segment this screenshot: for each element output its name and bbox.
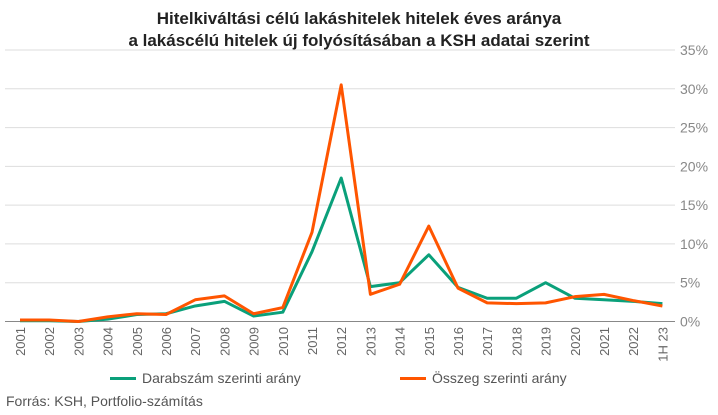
x-tick-label: 2013 [363,327,378,356]
y-tick-label: 25% [680,120,708,136]
y-tick-label: 5% [680,275,700,291]
y-tick-label: 15% [680,197,708,213]
source-note: Forrás: KSH, Portfolio-számítás [6,393,203,409]
x-tick-label: 2014 [393,327,408,356]
x-tick-label: 2006 [159,327,174,356]
x-tick-label: 2018 [509,327,524,356]
x-tick-label: 2002 [42,327,57,356]
x-tick-label: 2012 [334,327,349,356]
title-line-2: a lakáscélú hitelek új folyósításában a … [128,31,590,50]
x-tick-label: 1H 23 [655,327,670,362]
legend-swatch [110,376,136,380]
x-tick-label: 2019 [539,327,554,356]
x-tick-label: 2020 [568,327,583,356]
x-tick-label: 2007 [188,327,203,356]
x-tick-label: 2009 [247,327,262,356]
x-tick-label: 2021 [597,327,612,356]
x-tick-label: 2011 [305,327,320,355]
legend-item-darabszam: Darabszám szerinti arány [110,370,301,386]
legend-label: Összeg szerinti arány [432,370,567,386]
series-line-1 [20,83,663,323]
x-tick-label: 2004 [101,327,116,356]
legend-swatch [400,376,426,380]
x-tick-label: 2022 [626,327,641,356]
x-tick-label: 2008 [217,327,232,356]
y-tick-label: 30% [680,81,708,97]
x-tick-label: 2001 [13,327,28,356]
x-tick-label: 2017 [480,327,495,356]
x-tick-label: 2015 [422,327,437,356]
y-tick-label: 10% [680,236,708,252]
chart-title: Hitelkiváltási célú lakáshitelek hitelek… [0,8,718,52]
title-line-1: Hitelkiváltási célú lakáshitelek hitelek… [156,9,562,28]
legend-label: Darabszám szerinti arány [142,370,301,386]
y-tick-label: 0% [680,314,700,330]
x-tick-label: 2003 [71,327,86,356]
legend-item-osszeg: Összeg szerinti arány [400,370,567,386]
y-tick-label: 35% [680,42,708,58]
x-tick-label: 2005 [130,327,145,356]
x-tick-label: 2010 [276,327,291,356]
x-tick-label: 2016 [451,327,466,356]
y-tick-label: 20% [680,158,708,174]
